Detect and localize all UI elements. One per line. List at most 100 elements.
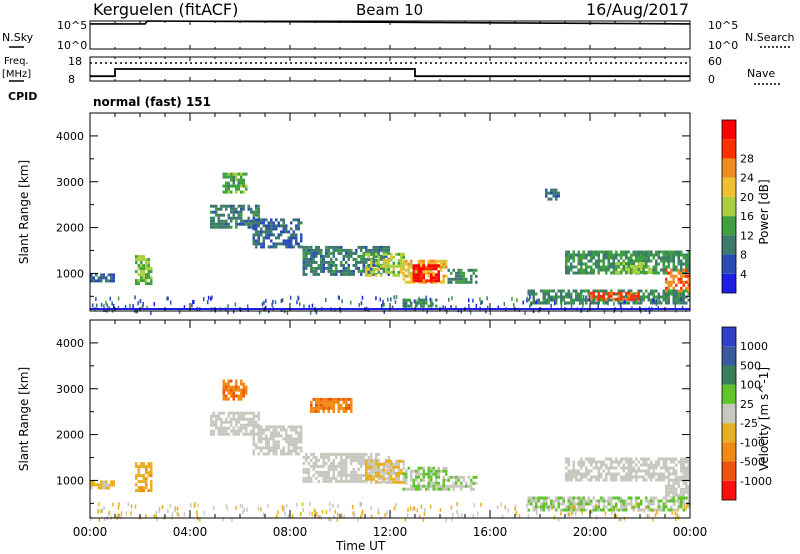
data-cell	[372, 252, 375, 256]
data-cell	[415, 478, 418, 482]
scatter-cell	[167, 509, 169, 514]
data-cell	[580, 466, 583, 470]
data-cell	[222, 432, 225, 436]
data-cell	[252, 233, 255, 237]
data-cell	[422, 478, 425, 482]
data-cell	[320, 269, 323, 273]
data-cell	[240, 397, 243, 401]
data-cell	[555, 298, 558, 302]
data-cell	[607, 472, 610, 476]
data-cell	[335, 245, 338, 249]
data-cell	[307, 260, 310, 264]
data-cell	[317, 251, 320, 255]
data-cell	[590, 478, 593, 482]
scatter-cell	[171, 512, 174, 517]
data-cell	[222, 385, 225, 389]
y-tick-label: 3000	[56, 176, 84, 189]
data-cell	[580, 271, 583, 275]
data-cell	[657, 478, 660, 482]
data-cell	[95, 279, 98, 283]
data-cell	[585, 499, 588, 503]
data-cell	[567, 457, 570, 461]
data-cell	[412, 276, 415, 280]
scatter-cell	[620, 517, 623, 522]
scatter-cell	[446, 309, 448, 314]
data-cell	[687, 475, 690, 479]
data-cell	[292, 218, 295, 222]
data-cell	[275, 242, 278, 246]
data-cell	[342, 254, 345, 258]
data-cell	[250, 222, 253, 226]
data-cell	[682, 301, 685, 305]
data-cell	[150, 489, 153, 493]
data-cell	[112, 480, 115, 484]
data-cell	[595, 460, 598, 464]
data-cell	[395, 459, 398, 463]
scatter-cell	[636, 502, 638, 507]
data-cell	[440, 265, 443, 269]
scatter-cell	[132, 304, 134, 309]
data-cell	[427, 259, 430, 263]
data-cell	[625, 250, 628, 254]
data-cell	[310, 266, 313, 270]
data-cell	[620, 262, 623, 265]
data-cell	[670, 499, 673, 503]
data-cell	[332, 260, 335, 264]
data-cell	[417, 279, 420, 283]
scatter-cell	[328, 517, 330, 522]
data-cell	[357, 269, 360, 273]
data-cell	[237, 432, 240, 436]
scatter-cell	[582, 303, 584, 308]
data-cell	[292, 428, 295, 432]
data-cell	[150, 486, 153, 490]
data-cell	[635, 478, 638, 482]
data-cell	[142, 480, 145, 484]
data-cell	[260, 242, 263, 246]
data-cell	[325, 400, 328, 404]
data-cell	[667, 271, 670, 275]
data-cell	[212, 411, 215, 415]
data-cell	[332, 470, 335, 474]
data-cell	[255, 204, 258, 208]
data-cell	[430, 279, 433, 283]
data-cell	[555, 508, 558, 512]
y-tick-label: 1000	[56, 267, 84, 280]
data-cell	[635, 505, 638, 509]
data-cell	[532, 505, 535, 509]
data-cell	[142, 486, 145, 490]
data-cell	[410, 487, 413, 491]
data-cell	[252, 411, 255, 415]
data-cell	[337, 479, 340, 483]
data-cell	[542, 505, 545, 509]
data-cell	[660, 295, 663, 299]
data-cell	[687, 502, 690, 506]
data-cell	[287, 437, 290, 441]
data-cell	[237, 184, 240, 188]
data-cell	[630, 289, 633, 293]
data-cell	[442, 481, 445, 485]
data-cell	[427, 481, 430, 485]
data-cell	[600, 289, 603, 293]
data-cell	[670, 283, 673, 287]
data-cell	[450, 271, 453, 275]
data-cell	[260, 431, 263, 435]
scatter-cell	[455, 305, 457, 310]
scatter-cell	[451, 517, 453, 522]
data-cell	[387, 264, 390, 268]
data-cell	[665, 484, 668, 488]
data-cell	[565, 295, 568, 299]
data-cell	[352, 257, 355, 261]
data-cell	[682, 283, 685, 287]
data-cell	[235, 423, 238, 427]
data-cell	[332, 409, 335, 413]
data-cell	[592, 271, 595, 275]
sky-left-tick-top: 10^5	[57, 19, 87, 32]
scatter-cell	[448, 297, 450, 302]
data-cell	[327, 476, 330, 480]
scatter-cell	[456, 510, 458, 514]
data-cell	[257, 224, 260, 228]
data-cell	[635, 298, 638, 302]
data-cell	[665, 265, 668, 269]
data-cell	[592, 294, 595, 298]
